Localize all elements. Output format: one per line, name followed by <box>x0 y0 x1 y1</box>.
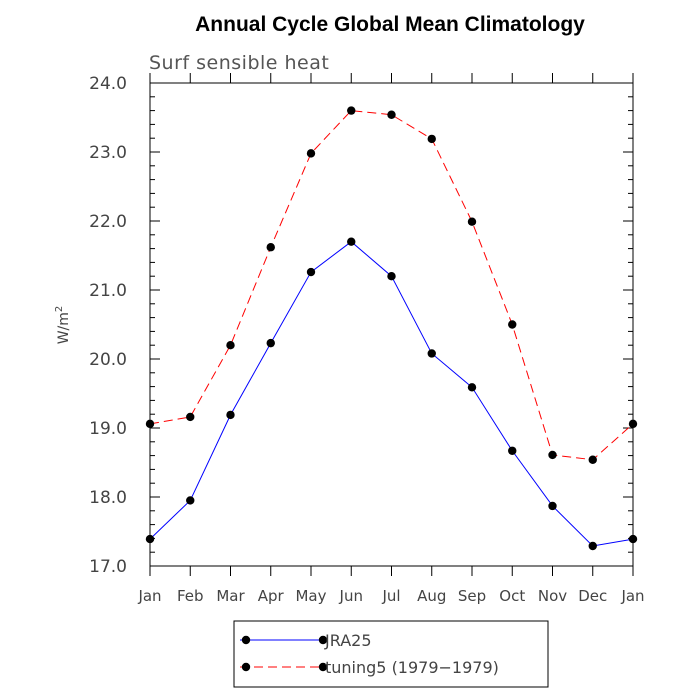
legend-marker <box>318 662 328 672</box>
data-point <box>145 534 155 544</box>
y-axis-label: W/m2 <box>54 306 72 345</box>
legend-items: JRA25 tuning5 (1979−1979) <box>240 631 499 677</box>
y-tick-label: 17.0 <box>89 557 127 577</box>
y-tick-label: 22.0 <box>89 212 127 232</box>
legend-marker <box>241 635 251 645</box>
data-point <box>387 272 396 281</box>
y-tick-label: 23.0 <box>89 143 127 163</box>
series-line <box>149 110 634 461</box>
chart-subtitle: Surf sensible heat <box>149 52 329 74</box>
data-point <box>226 410 235 420</box>
x-tick-label: Feb <box>177 587 204 605</box>
x-tick-label: Sep <box>458 587 486 605</box>
x-tick-label: Jun <box>339 587 363 605</box>
legend-marker <box>318 635 328 645</box>
axis-ticks <box>149 73 634 576</box>
x-tick-label: Apr <box>258 587 285 605</box>
chart-title: Annual Cycle Global Mean Climatology <box>195 13 585 36</box>
legend-item-1: JRA25 <box>240 631 372 650</box>
y-tick-label: 19.0 <box>89 419 127 439</box>
y-tick-labels: 17.0 18.0 19.0 20.0 21.0 22.0 23.0 24.0 <box>89 74 127 577</box>
data-point <box>508 320 517 329</box>
data-point <box>427 134 436 144</box>
x-tick-label: Jul <box>381 587 400 605</box>
data-point <box>306 267 316 277</box>
y-axis-label-text: W/m <box>56 312 72 344</box>
series-line <box>149 241 634 547</box>
data-point <box>548 501 557 511</box>
legend: JRA25 tuning5 (1979−1979) <box>233 620 549 688</box>
data-point <box>145 419 155 429</box>
x-tick-label: Jan <box>620 587 644 605</box>
x-tick-label: Aug <box>417 587 446 605</box>
data-point <box>548 450 557 460</box>
data-point <box>347 237 356 246</box>
data-point <box>266 338 275 348</box>
x-tick-labels: Jan Feb Mar Apr May Jun Jul Aug Sep Oct Nov Dec Jan <box>137 587 644 605</box>
data-point <box>467 217 477 226</box>
y-tick-label: 18.0 <box>89 488 127 508</box>
y-tick-label: 21.0 <box>89 281 127 301</box>
y-tick-label: 20.0 <box>89 350 127 370</box>
data-point <box>306 149 316 158</box>
series-2 <box>145 106 638 464</box>
x-tick-label: Mar <box>216 587 245 605</box>
legend-label: tuning5 (1979−1979) <box>325 658 499 677</box>
x-tick-label: Jan <box>137 587 161 605</box>
plot-frame <box>149 82 634 567</box>
data-point <box>347 106 356 115</box>
data-point <box>186 496 195 505</box>
data-point <box>427 349 436 358</box>
legend-box <box>233 620 549 688</box>
legend-label: JRA25 <box>324 631 372 650</box>
x-tick-label: May <box>295 587 326 605</box>
x-tick-label: Oct <box>499 587 525 605</box>
legend-item-2: tuning5 (1979−1979) <box>240 658 499 677</box>
data-point <box>186 412 195 422</box>
y-tick-label: 24.0 <box>89 74 127 94</box>
data-point <box>387 110 396 119</box>
data-point <box>226 341 235 350</box>
data-point <box>628 534 638 544</box>
y-axis-label-superscript: 2 <box>54 306 65 312</box>
data-point <box>508 446 517 455</box>
data-point <box>628 419 638 429</box>
series-layer <box>145 106 638 551</box>
data-point <box>588 455 597 464</box>
data-point <box>266 243 275 252</box>
series-1 <box>145 237 638 551</box>
data-point <box>467 383 477 392</box>
x-tick-label: Nov <box>538 587 567 605</box>
svg-text:W/m2: W/m2 <box>54 306 72 345</box>
legend-marker <box>241 662 251 672</box>
x-tick-label: Dec <box>578 587 607 605</box>
data-point <box>588 541 597 551</box>
